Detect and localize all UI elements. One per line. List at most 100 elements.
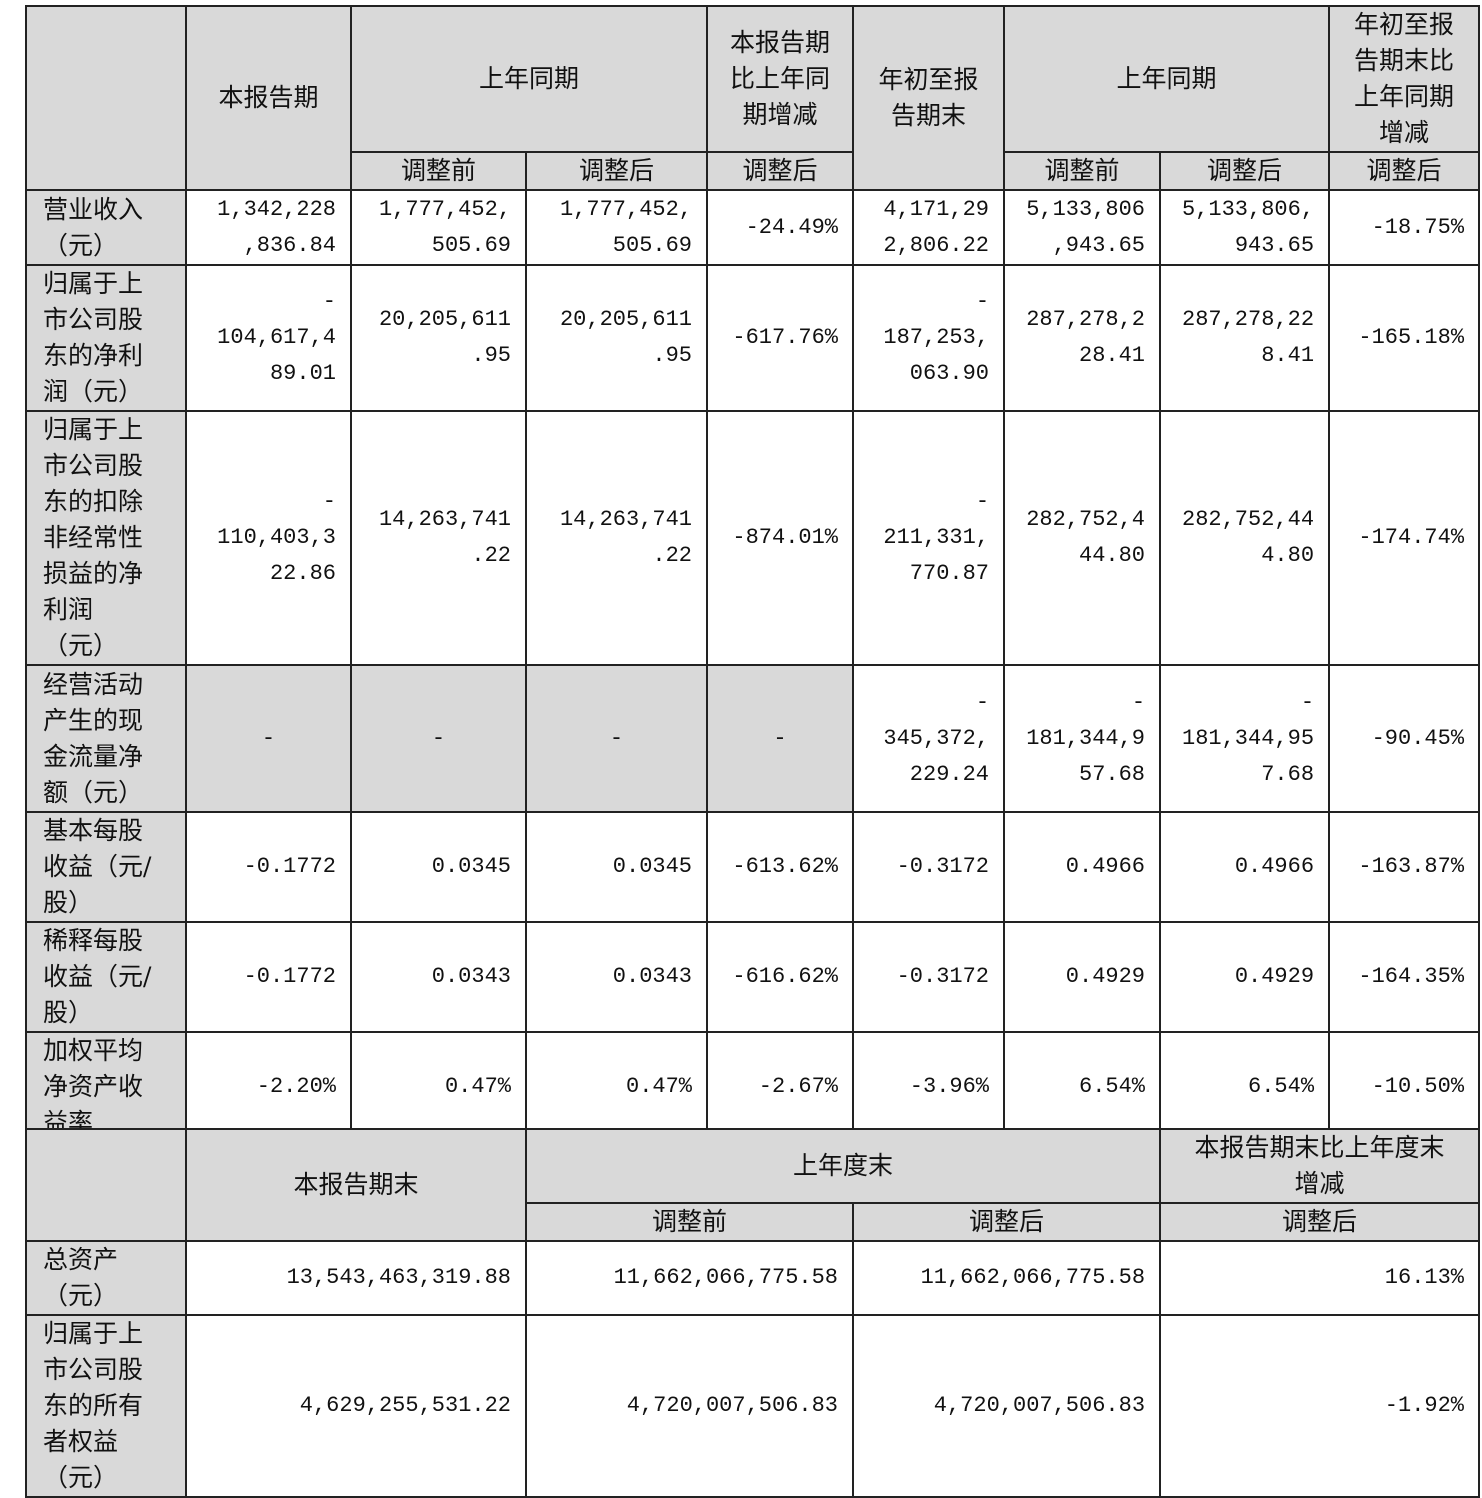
value-cell: - 345,372, 229.24: [852, 664, 1006, 813]
empty-value-cell: -: [350, 664, 527, 813]
value-cell: 0.0345: [524, 811, 709, 923]
value-cell: 14,263,741 .22: [350, 410, 527, 666]
value-cell: 20,205,611 .95: [524, 264, 709, 412]
value-cell: 4,171,29 2,806.22: [852, 189, 1006, 266]
value-cell: - 181,344,95 7.68: [1159, 664, 1331, 813]
header-same-period-last-year: 上年同期: [349, 5, 709, 153]
table-row: 归属于上 市公司股 东的扣除 非经常性 损益的净 利润 （元） - 110,403…: [25, 410, 1481, 666]
row-label: 归属于上 市公司股 东的净利 润（元）: [25, 264, 187, 412]
header-change: 本报告期末比上年度末 增减: [1159, 1128, 1481, 1204]
value-cell: 16.13%: [1159, 1240, 1481, 1316]
empty-value-cell: -: [185, 664, 352, 813]
value-cell: 6.54%: [1159, 1031, 1331, 1143]
row-label: 归属于上 市公司股 东的所有 者权益 （元）: [25, 1314, 187, 1498]
value-cell: -617.76%: [706, 264, 855, 412]
value-cell: 0.4966: [1003, 811, 1162, 923]
value-cell: -0.3172: [852, 811, 1006, 923]
empty-value-cell: -: [524, 664, 709, 813]
row-label: 营业收入 （元）: [25, 189, 187, 266]
value-cell: - 104,617,4 89.01: [185, 264, 352, 412]
header-after-adjust: 调整后: [524, 151, 709, 191]
value-cell: 13,543,463,319.88: [185, 1240, 527, 1316]
corner-cell: [25, 1128, 187, 1242]
row-label: 加权平均 净资产收 益率: [25, 1031, 187, 1143]
value-cell: 20,205,611 .95: [350, 264, 527, 412]
value-cell: 1,777,452, 505.69: [524, 189, 709, 266]
row-label: 经营活动 产生的现 金流量净 额（元）: [25, 664, 187, 813]
value-cell: 0.47%: [524, 1031, 709, 1143]
value-cell: 287,278,2 28.41: [1003, 264, 1162, 412]
header-last-year-end: 上年度末: [524, 1128, 1162, 1204]
value-cell: -613.62%: [706, 811, 855, 923]
table-row: 总资产 （元） 13,543,463,319.88 11,662,066,775.5…: [25, 1240, 1481, 1316]
row-label: 基本每股 收益（元/ 股）: [25, 811, 187, 923]
header-change-current: 本报告期 比上年同 期增减: [706, 5, 855, 153]
balance-metrics-table: 本报告期末 上年度末 本报告期末比上年度末 增减 调整前 调整后 调整后 总资产…: [25, 1128, 1481, 1498]
header-change-ytd: 年初至报 告期末比 上年同期 增减: [1328, 5, 1481, 153]
value-cell: 5,133,806 ,943.65: [1003, 189, 1162, 266]
header-after-adjust: 调整后: [706, 151, 855, 191]
value-cell: -0.3172: [852, 921, 1006, 1033]
value-cell: -164.35%: [1328, 921, 1481, 1033]
value-cell: 6.54%: [1003, 1031, 1162, 1143]
value-cell: 0.47%: [350, 1031, 527, 1143]
value-cell: 282,752,4 44.80: [1003, 410, 1162, 666]
table-row: 稀释每股 收益（元/ 股） -0.1772 0.0343 0.0343 -616.62%…: [25, 921, 1481, 1033]
value-cell: -0.1772: [185, 811, 352, 923]
quarterly-metrics-table: 本报告期 上年同期 本报告期 比上年同 期增减 年初至报 告期末 上年同期 年初…: [25, 5, 1481, 1143]
value-cell: 11,662,066,775.58: [851, 1240, 1162, 1316]
value-cell: 0.0343: [350, 921, 527, 1033]
value-cell: -2.67%: [706, 1031, 855, 1143]
row-label: 归属于上 市公司股 东的扣除 非经常性 损益的净 利润 （元）: [25, 410, 187, 666]
header-before-adjust: 调整前: [525, 1202, 854, 1242]
header-same-period-last-year-ytd: 上年同期: [1003, 5, 1331, 153]
value-cell: -18.75%: [1328, 189, 1481, 266]
header-current-period: 本报告期: [185, 5, 352, 191]
value-cell: 4,720,007,506.83: [851, 1314, 1162, 1498]
header-after-adjust: 调整后: [1328, 151, 1481, 191]
value-cell: -3.96%: [852, 1031, 1006, 1143]
header-after-adjust: 调整后: [1159, 1202, 1481, 1242]
table-row: 经营活动 产生的现 金流量净 额（元） - - - - - 345,372, 229.24…: [25, 664, 1481, 813]
value-cell: -1.92%: [1159, 1314, 1481, 1498]
value-cell: - 181,344,9 57.68: [1003, 664, 1162, 813]
value-cell: -616.62%: [706, 921, 855, 1033]
value-cell: -10.50%: [1328, 1031, 1481, 1143]
header-before-adjust: 调整前: [350, 151, 527, 191]
value-cell: - 211,331, 770.87: [852, 410, 1006, 666]
corner-cell: [25, 5, 187, 191]
value-cell: 1,777,452, 505.69: [350, 189, 527, 266]
value-cell: 11,662,066,775.58: [525, 1240, 854, 1316]
header-period-end: 本报告期末: [185, 1128, 527, 1242]
row-label: 稀释每股 收益（元/ 股）: [25, 921, 187, 1033]
table-row: 归属于上 市公司股 东的净利 润（元） - 104,617,4 89.01 20,2…: [25, 264, 1481, 412]
value-cell: 0.4929: [1159, 921, 1331, 1033]
table-row: 归属于上 市公司股 东的所有 者权益 （元） 4,629,255,531.22 4,…: [25, 1314, 1481, 1498]
value-cell: -0.1772: [185, 921, 352, 1033]
value-cell: 0.0343: [524, 921, 709, 1033]
value-cell: - 110,403,3 22.86: [185, 410, 352, 666]
value-cell: -2.20%: [185, 1031, 352, 1143]
value-cell: 0.0345: [350, 811, 527, 923]
header-ytd: 年初至报 告期末: [852, 5, 1006, 191]
value-cell: 4,720,007,506.83: [525, 1314, 854, 1498]
value-cell: -165.18%: [1328, 264, 1481, 412]
empty-value-cell: -: [706, 664, 855, 813]
header-after-adjust: 调整后: [1159, 151, 1331, 191]
value-cell: - 187,253, 063.90: [852, 264, 1006, 412]
value-cell: -163.87%: [1328, 811, 1481, 923]
value-cell: 0.4929: [1003, 921, 1162, 1033]
value-cell: -90.45%: [1328, 664, 1481, 813]
row-label: 总资产 （元）: [25, 1240, 187, 1316]
value-cell: 287,278,22 8.41: [1159, 264, 1331, 412]
value-cell: 282,752,44 4.80: [1159, 410, 1331, 666]
table-row: 基本每股 收益（元/ 股） -0.1772 0.0345 0.0345 -613.62%…: [25, 811, 1481, 923]
value-cell: 0.4966: [1159, 811, 1331, 923]
value-cell: 4,629,255,531.22: [185, 1314, 527, 1498]
value-cell: 1,342,228 ,836.84: [185, 189, 352, 266]
value-cell: 14,263,741 .22: [524, 410, 709, 666]
value-cell: 5,133,806, 943.65: [1159, 189, 1331, 266]
value-cell: -874.01%: [706, 410, 855, 666]
value-cell: -24.49%: [706, 189, 855, 266]
table-row: 加权平均 净资产收 益率 -2.20% 0.47% 0.47% -2.67% -3.96%…: [25, 1031, 1481, 1143]
